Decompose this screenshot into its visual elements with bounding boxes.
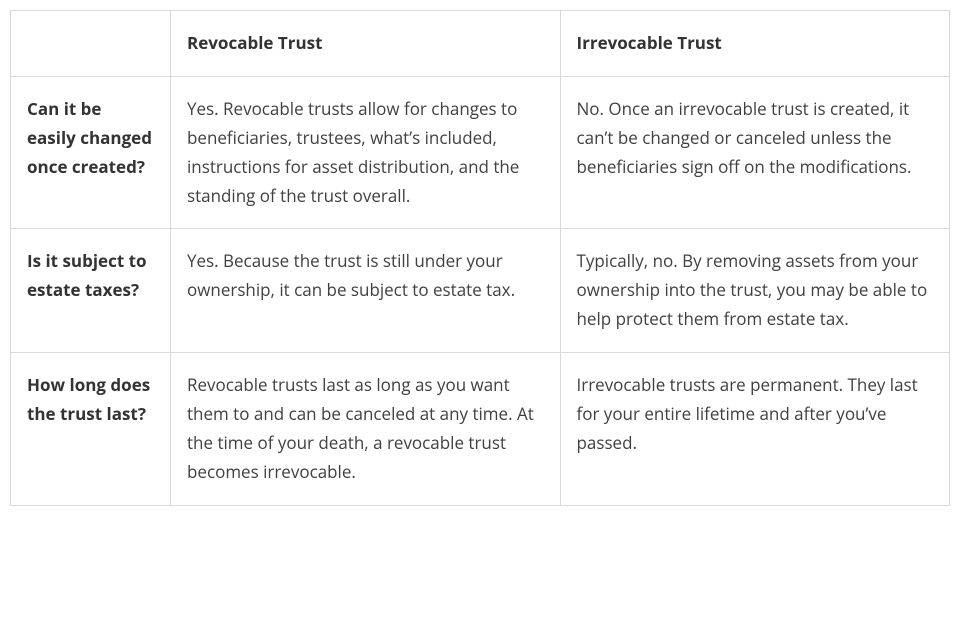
- row-revocable: Revocable trusts last as long as you wan…: [171, 353, 561, 506]
- row-question: Is it subject to estate taxes?: [11, 229, 171, 353]
- row-revocable: Yes. Because the trust is still under yo…: [171, 229, 561, 353]
- header-blank: [11, 11, 171, 77]
- table-row: Is it subject to estate taxes? Yes. Beca…: [11, 229, 950, 353]
- table-header-row: Revocable Trust Irrevocable Trust: [11, 11, 950, 77]
- table-row: Can it be easily changed once created? Y…: [11, 76, 950, 229]
- trust-comparison-table: Revocable Trust Irrevocable Trust Can it…: [10, 10, 950, 506]
- row-question: How long does the trust last?: [11, 353, 171, 506]
- row-irrevocable: Typically, no. By removing assets from y…: [560, 229, 950, 353]
- table-row: How long does the trust last? Revocable …: [11, 353, 950, 506]
- header-revocable: Revocable Trust: [171, 11, 561, 77]
- header-irrevocable: Irrevocable Trust: [560, 11, 950, 77]
- row-irrevocable: Irrevocable trusts are permanent. They l…: [560, 353, 950, 506]
- row-question: Can it be easily changed once created?: [11, 76, 171, 229]
- row-irrevocable: No. Once an irrevocable trust is created…: [560, 76, 950, 229]
- row-revocable: Yes. Revocable trusts allow for changes …: [171, 76, 561, 229]
